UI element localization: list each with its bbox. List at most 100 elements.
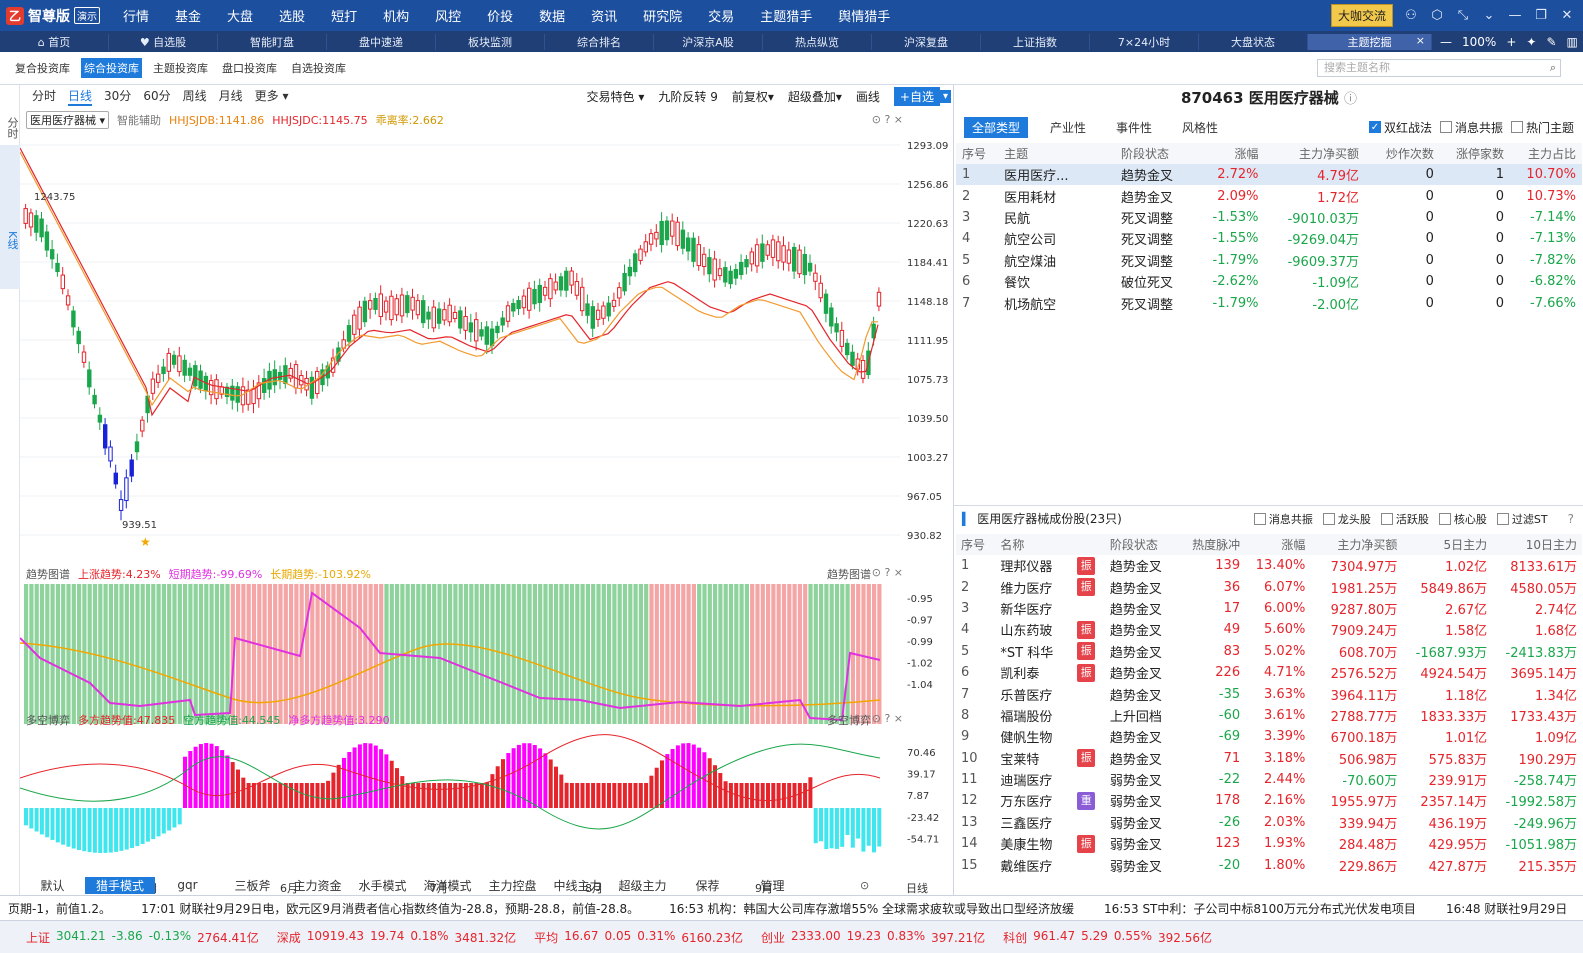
news-item[interactable]: 17:01 财联社9月29日电，欧元区9月消费者信心指数终值为-28.8，预期-… xyxy=(141,901,640,916)
theme-row[interactable]: 6 餐饮 破位死叉 -2.62% -1.09亿 0 0 -6.82% xyxy=(956,271,1582,292)
shrink-icon[interactable]: ⤡ xyxy=(1457,8,1469,23)
view-timeshare[interactable]: 分时 xyxy=(6,117,19,139)
stock-row[interactable]: 6 凯利泰 振趋势金叉 226 4.71% 2576.52万 4924.54万 3695.14… xyxy=(956,662,1582,683)
stock-row[interactable]: 2 维力医疗 振趋势金叉 36 6.07% 1981.25万 5849.86万 4580.05… xyxy=(956,576,1582,597)
restore-icon[interactable]: ❐ xyxy=(1535,8,1547,23)
period-option[interactable]: 30分 xyxy=(104,89,132,103)
news-item[interactable]: 16:48 财联社9月29日 xyxy=(1445,901,1568,916)
checkbox-box[interactable] xyxy=(1438,512,1451,525)
help-icon[interactable]: ? xyxy=(1567,511,1574,526)
add-watchlist-button[interactable]: +自选 xyxy=(893,87,940,106)
stock-row[interactable]: 7 乐普医疗 趋势金叉 -35 3.63% 3964.11万 1.18亿 1.34亿 xyxy=(956,683,1582,704)
column-header[interactable]: 序号 xyxy=(956,143,999,164)
stock-row[interactable]: 12 万东医疗 重弱势金叉 178 2.16% 1955.97万 2357.14万 -1992… xyxy=(956,790,1582,811)
theme-filter[interactable]: 事件性 xyxy=(1116,120,1153,135)
component-filter[interactable]: 龙头股 xyxy=(1322,511,1371,527)
theme-search-input[interactable]: 搜索主题名称 ⌕ xyxy=(1317,59,1561,77)
stock-row[interactable]: 13 三鑫医疗 弱势金叉 -26 2.03% 339.94万 436.19万 -249.96万 xyxy=(956,812,1582,833)
long-short-panel-tools[interactable]: ⊙ ? × xyxy=(871,712,903,725)
subtab-item[interactable]: 主题投资库 xyxy=(153,62,208,75)
tab-item[interactable]: ⌂ 首页 xyxy=(0,33,109,50)
column-header[interactable]: 阶段状态 xyxy=(1114,143,1197,164)
column-header[interactable]: 序号 xyxy=(956,534,996,555)
theme-row[interactable]: 7 机场航空 死叉调整 -1.79% -2.00亿 0 0 -7.66% xyxy=(956,292,1582,313)
theme-checkbox[interactable]: 热门主题 xyxy=(1510,119,1574,136)
template-tab[interactable]: 管理 xyxy=(760,878,785,893)
column-header[interactable]: 主题 xyxy=(998,143,1115,164)
period-option[interactable]: 月线 xyxy=(218,89,243,103)
kline-chart[interactable]: 1293.09 1256.86 1220.63 1184.41 1148.18 1111.… xyxy=(20,108,951,898)
theme-row[interactable]: 2 医用耗材 趋势金叉 2.09% 1.72亿 0 0 10.73% xyxy=(956,185,1582,206)
overlay-dropdown[interactable]: 超级叠加▾ xyxy=(787,90,842,104)
column-header[interactable]: 主力净买额 xyxy=(1310,534,1403,555)
theme-filter[interactable]: 产业性 xyxy=(1050,120,1087,135)
stock-row[interactable]: 3 新华医疗 趋势金叉 17 6.00% 9287.80万 2.67亿 2.74亿 xyxy=(956,598,1582,619)
menu-item[interactable]: 资讯 xyxy=(591,10,618,25)
menu-item[interactable]: 数据 xyxy=(539,10,566,25)
menu-item[interactable]: 大盘 xyxy=(227,10,254,25)
checkbox-box[interactable] xyxy=(1253,512,1266,525)
menu-item[interactable]: 舆情猎手 xyxy=(838,10,891,25)
stock-row[interactable]: 1 理邦仪器 振趋势金叉 139 13.40% 7304.97万 1.02亿 8133.61万 xyxy=(956,555,1582,576)
column-header[interactable]: 名称 xyxy=(995,534,1075,555)
theme-checkbox[interactable]: ✓ 双红战法 xyxy=(1368,119,1432,136)
subtab-item[interactable]: 综合投资库 xyxy=(81,58,142,78)
trend-panel-tools[interactable]: ⊙ ? × xyxy=(871,566,903,579)
view-kline[interactable]: K线 xyxy=(0,145,20,290)
menu-item[interactable]: 风控 xyxy=(435,10,462,25)
menu-item[interactable]: 机构 xyxy=(383,10,410,25)
zoom-out-button[interactable]: — xyxy=(1440,34,1452,49)
stock-row[interactable]: 15 戴维医疗 弱势金叉 -20 1.80% 229.86万 427.87万 215.35万 xyxy=(956,854,1582,875)
smart-assist[interactable]: 智能辅助 xyxy=(117,114,162,127)
subtab-item[interactable]: 复合投资库 xyxy=(15,62,70,75)
minimize-icon[interactable]: — xyxy=(1508,8,1522,23)
stock-row[interactable]: 10 宝莱特 振趋势金叉 71 3.18% 506.98万 575.83万 190.29万 xyxy=(956,748,1582,769)
column-header[interactable]: 涨幅 xyxy=(1245,534,1311,555)
menu-item[interactable]: 主题猎手 xyxy=(760,10,813,25)
component-filter[interactable]: 消息共振 xyxy=(1253,511,1313,527)
column-header[interactable]: 涨停家数 xyxy=(1439,143,1510,164)
template-tab[interactable]: 海洋模式 xyxy=(423,878,472,893)
template-tab[interactable]: gqr xyxy=(177,878,198,892)
index-quote[interactable]: 深成 10919.43 19.74 0.18% 3481.32亿 xyxy=(277,929,516,946)
theme-row[interactable]: 3 民航 死叉调整 -1.53% -9010.03万 0 0 -7.14% xyxy=(956,207,1582,228)
expert-chat-button[interactable]: 大咖交流 xyxy=(1330,4,1393,27)
template-tab[interactable]: 默认 xyxy=(40,878,65,893)
draw-line-button[interactable]: 画线 xyxy=(855,90,880,104)
main-panel-tools[interactable]: ⊙ ? × xyxy=(871,113,903,126)
column-header[interactable]: 5日主力 xyxy=(1402,534,1493,555)
column-header[interactable]: 炒作次数 xyxy=(1365,143,1440,164)
news-item[interactable]: 16:53 机构：韩国大公司库存激增55% 全球需求疲软或导致出口型经济放缓 xyxy=(669,901,1075,916)
checkbox-box[interactable] xyxy=(1439,121,1452,133)
menu-item[interactable]: 研究院 xyxy=(643,10,683,25)
template-tab[interactable]: 主力资金 xyxy=(293,878,342,893)
layout-icon[interactable]: ▥ xyxy=(1566,34,1578,49)
info-icon[interactable]: ⓘ xyxy=(1344,92,1358,107)
menu-item[interactable]: 短打 xyxy=(331,10,358,25)
tab-item[interactable]: 上证指数 xyxy=(981,33,1090,50)
component-filter[interactable]: 核心股 xyxy=(1438,511,1487,527)
template-tab[interactable]: 猎手模式 xyxy=(85,876,155,894)
user-icon[interactable]: ⚇ xyxy=(1405,8,1417,23)
tab-item[interactable]: 沪深复盘 xyxy=(872,33,981,50)
search-icon[interactable]: ⌕ xyxy=(1549,61,1556,74)
template-tab[interactable]: 主力控盘 xyxy=(488,878,537,893)
checkbox-box[interactable]: ✓ xyxy=(1368,121,1381,133)
theme-filter[interactable]: 全部类型 xyxy=(964,116,1029,138)
menu-item[interactable]: 行情 xyxy=(123,10,150,25)
close-icon[interactable]: ✕ xyxy=(1561,8,1573,23)
tab-item[interactable]: 盘中速递 xyxy=(327,33,436,50)
stock-row[interactable]: 5 *ST 科华 振趋势金叉 83 5.02% 608.70万 -1687.93万 -2413… xyxy=(956,641,1582,662)
index-quote[interactable]: 平均 16.67 0.05 0.31% 6160.23亿 xyxy=(534,929,743,946)
column-header[interactable]: 涨幅 xyxy=(1196,143,1265,164)
news-item[interactable]: 16:53 ST中利：子公司中标8100万元分布式光伏发电项目 xyxy=(1104,901,1416,916)
template-tab[interactable]: 超级主力 xyxy=(618,878,667,893)
theme-row[interactable]: 5 航空煤油 死叉调整 -1.79% -9609.37万 0 0 -7.82% xyxy=(956,250,1582,271)
period-option[interactable]: 60分 xyxy=(143,89,171,103)
template-tab[interactable]: 保荐 xyxy=(695,878,720,893)
nine-reversal-toggle[interactable]: 九阶反转 9 xyxy=(658,90,718,104)
period-option[interactable]: 分时 xyxy=(32,89,57,103)
expand-icon[interactable]: ⊙ xyxy=(860,879,870,892)
stock-row[interactable]: 9 健帆生物 趋势金叉 -69 3.39% 6700.18万 1.01亿 1.09亿 xyxy=(956,726,1582,747)
zoom-in-button[interactable]: + xyxy=(1506,34,1517,49)
